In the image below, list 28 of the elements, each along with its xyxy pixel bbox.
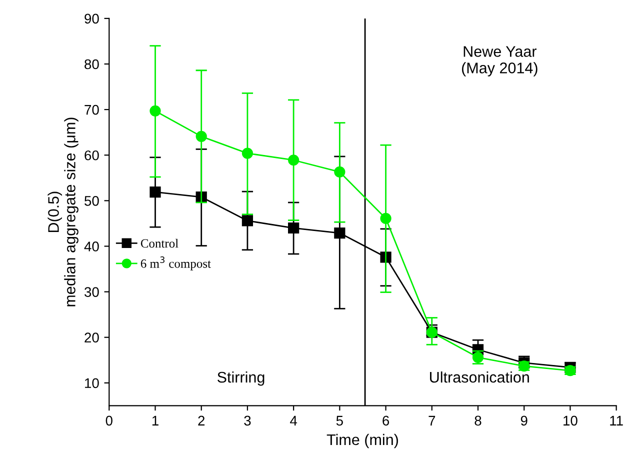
annotation: Newe Yaar (May 2014) xyxy=(462,46,538,76)
x-tick-label: 8 xyxy=(474,416,482,426)
x-tick-label: 5 xyxy=(336,416,343,426)
x-tick-label: 4 xyxy=(290,416,298,426)
x-tick-label: 7 xyxy=(428,416,436,426)
y-tick-label: 40 xyxy=(84,242,99,252)
legend-label: Control xyxy=(140,238,178,248)
x-tick-label: 6 xyxy=(382,416,390,426)
x-tick-label: 0 xyxy=(106,416,112,426)
legend-label: 6 m$^{3}$ compost xyxy=(140,256,211,270)
y-tick-label: 10 xyxy=(85,378,99,388)
x-tick-label: 10 xyxy=(564,416,578,426)
annotation: Ultrasonication xyxy=(430,371,529,383)
x-tick-label: 11 xyxy=(610,416,623,426)
y-tick-label: 50 xyxy=(84,196,99,206)
y-tick-label: 30 xyxy=(84,287,99,297)
y-tick-label: 20 xyxy=(84,332,99,343)
x-axis-title: Time (min) xyxy=(326,434,398,448)
y-tick-label: 60 xyxy=(84,150,99,160)
y-tick-label: 70 xyxy=(84,104,99,115)
annotation: Stirring xyxy=(218,371,264,386)
x-tick-label: 1 xyxy=(152,416,158,426)
y-axis-title: D(0.5) median aggregate size (μm) xyxy=(48,118,78,306)
x-tick-label: 3 xyxy=(244,416,251,426)
x-tick-label: 9 xyxy=(520,416,528,426)
x-tick-label: 2 xyxy=(198,416,205,426)
y-tick-label: 90 xyxy=(84,14,99,24)
y-tick-label: 80 xyxy=(84,59,99,70)
